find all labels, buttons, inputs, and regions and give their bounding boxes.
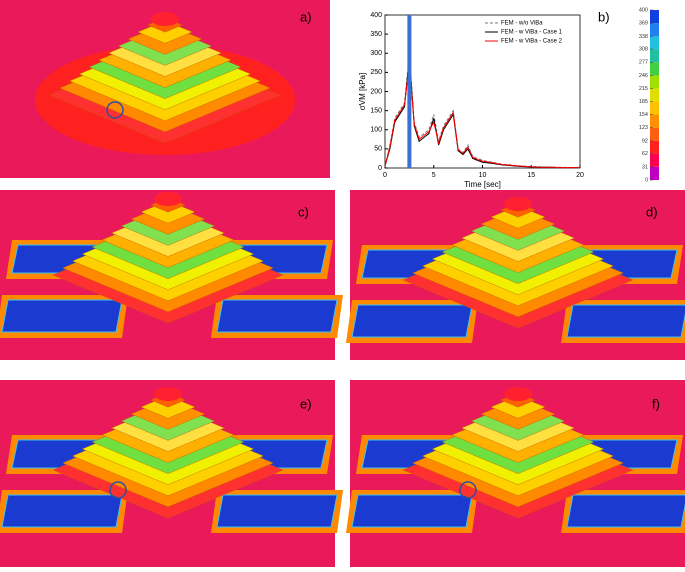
pad <box>1 494 123 528</box>
annotation-circle <box>106 101 124 119</box>
pyramid-top <box>154 192 182 206</box>
colorbar-band <box>650 101 659 115</box>
pad <box>1 299 123 333</box>
panel-label: b) <box>598 9 610 24</box>
legend-label: FEM - w/o ViBa <box>501 21 543 27</box>
x-tick-label: 15 <box>527 172 535 179</box>
fem-panel <box>0 190 343 360</box>
colorbar-label: 400 <box>639 7 648 13</box>
pad <box>351 494 473 528</box>
colorbar-label: 123 <box>639 125 648 131</box>
panel-label: e) <box>300 396 312 411</box>
pad <box>216 494 338 528</box>
colorbar-band <box>650 127 659 141</box>
panel-label: a) <box>300 9 312 24</box>
y-axis-label: σVM [kPa] <box>358 73 367 110</box>
colorbar-label: 185 <box>639 99 648 105</box>
pad <box>566 304 685 338</box>
pyramid-top <box>151 12 179 26</box>
colorbar-band <box>650 10 659 24</box>
pad <box>216 299 338 333</box>
panel-label: d) <box>646 204 658 219</box>
y-tick-label: 200 <box>370 88 382 95</box>
colorbar-label: 154 <box>639 112 648 118</box>
y-tick-label: 150 <box>370 107 382 114</box>
x-tick-label: 0 <box>383 172 387 179</box>
colorbar-label: 308 <box>639 47 648 53</box>
colorbar-band <box>650 114 659 128</box>
colorbar-label: 0 <box>645 177 648 183</box>
x-tick-label: 5 <box>432 172 436 179</box>
colorbar-band <box>650 166 659 180</box>
colorbar-label: 277 <box>639 60 648 66</box>
legend-label: FEM - w ViBa - Case 1 <box>501 30 563 36</box>
fem-panel <box>0 380 343 567</box>
colorbar-label: 338 <box>639 34 648 40</box>
pyramid-top <box>154 387 182 401</box>
fem-panel <box>346 190 685 360</box>
y-tick-label: 400 <box>370 12 382 19</box>
y-tick-label: 350 <box>370 31 382 38</box>
panel-label: c) <box>298 204 309 219</box>
legend-label: FEM - w ViBa - Case 2 <box>501 39 563 45</box>
pyramid-top <box>504 387 532 401</box>
colorbar-label: 31 <box>642 164 648 170</box>
fem-panel <box>0 0 330 178</box>
pad <box>566 494 685 528</box>
colorbar-band <box>650 62 659 76</box>
colorbar-band <box>650 49 659 63</box>
y-tick-label: 250 <box>370 69 382 76</box>
colorbar-band <box>650 140 659 154</box>
y-tick-label: 0 <box>378 165 382 172</box>
colorbar-label: 369 <box>639 21 648 27</box>
colorbar-band <box>650 75 659 89</box>
colorbar-band <box>650 153 659 167</box>
x-axis-label: Time [sec] <box>464 180 501 189</box>
plot-area <box>384 14 581 169</box>
panel-label: f) <box>652 396 660 411</box>
colorbar-label: 246 <box>639 73 648 79</box>
colorbar-band <box>650 36 659 50</box>
fem-panel <box>346 380 685 567</box>
y-tick-label: 300 <box>370 50 382 57</box>
y-tick-label: 50 <box>374 146 382 153</box>
colorbar-label: 215 <box>639 86 648 92</box>
colorbar-band <box>650 23 659 37</box>
x-tick-label: 10 <box>479 172 487 179</box>
colorbar-label: 62 <box>642 151 648 157</box>
colorbar-label: 92 <box>642 138 648 144</box>
colorbar-band <box>650 88 659 102</box>
pyramid-top <box>504 197 532 211</box>
annotation-circle <box>109 481 127 499</box>
pad <box>351 304 473 338</box>
y-tick-label: 100 <box>370 127 382 134</box>
annotation-circle <box>459 481 477 499</box>
x-tick-label: 20 <box>576 172 584 179</box>
